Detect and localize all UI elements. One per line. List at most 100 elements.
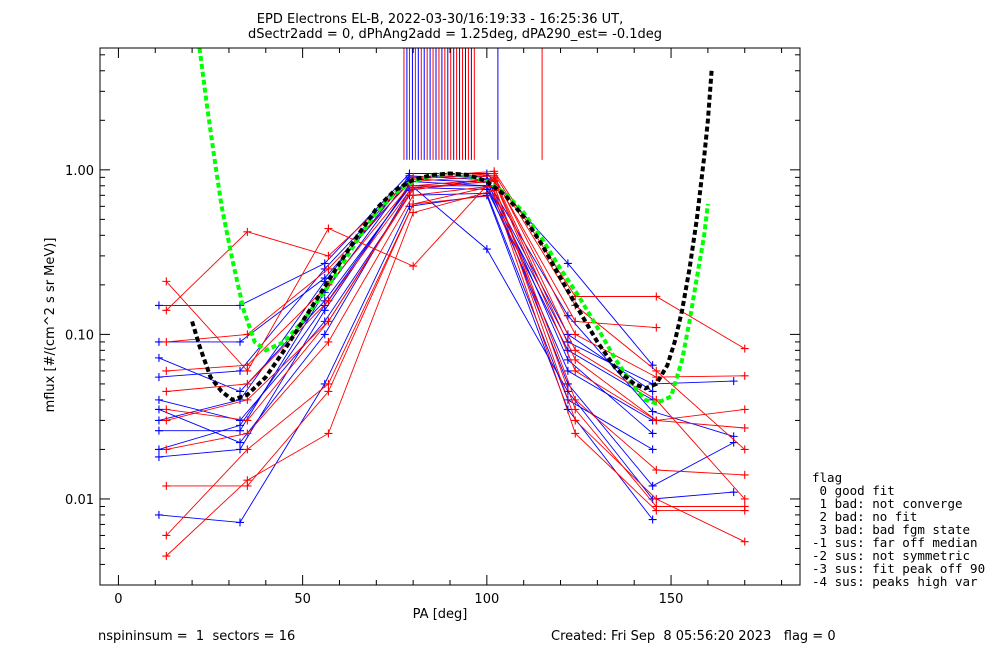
data-point <box>409 185 418 194</box>
data-point <box>243 416 252 425</box>
series-2 <box>154 181 657 454</box>
y-tick-label: 0.10 <box>65 328 94 343</box>
legend-entry: 3 bad: bad fgm state <box>812 522 970 537</box>
data-point <box>324 379 333 388</box>
series-line <box>165 189 745 557</box>
series-line <box>166 173 745 450</box>
data-point <box>740 371 749 380</box>
data-point <box>154 395 163 404</box>
series-line <box>166 180 745 421</box>
series-16 <box>162 191 749 515</box>
data-point <box>243 481 252 490</box>
data-point <box>324 387 333 396</box>
series-4 <box>154 189 657 454</box>
data-point <box>162 387 171 396</box>
fit-curve-1 <box>190 70 714 403</box>
data-point <box>571 330 580 339</box>
x-tick-label: 0 <box>114 592 122 607</box>
data-point <box>320 306 329 315</box>
data-point <box>652 366 661 375</box>
legend-title: flag <box>812 470 842 485</box>
data-point <box>154 510 163 519</box>
data-point <box>243 445 252 454</box>
data-point <box>154 426 163 435</box>
data-point <box>652 494 661 503</box>
data-point <box>740 537 749 546</box>
series-6 <box>154 177 738 388</box>
data-point <box>162 552 171 561</box>
data-point <box>162 366 171 375</box>
legend-entry: -2 sus: not symmetric <box>812 548 970 563</box>
data-point <box>652 323 661 332</box>
data-point <box>648 445 657 454</box>
data-point <box>571 355 580 364</box>
data-point <box>571 395 580 404</box>
data-point <box>236 387 244 396</box>
x-tick-label: 50 <box>294 592 311 607</box>
series-21 <box>162 176 749 425</box>
legend-entry: -1 sus: far off median <box>812 535 978 550</box>
x-tick-label: 150 <box>659 592 684 607</box>
data-point <box>154 373 163 382</box>
data-point <box>324 429 333 438</box>
data-point <box>162 337 171 346</box>
data-point <box>154 405 163 414</box>
peak-lines <box>403 48 543 160</box>
data-point <box>320 259 329 268</box>
series-14 <box>162 186 749 561</box>
data-point <box>648 429 657 438</box>
y-tick-label: 1.00 <box>65 164 94 179</box>
data-point <box>162 306 171 315</box>
data-point <box>652 465 661 474</box>
data-point <box>729 488 738 497</box>
plot-frame <box>99 47 801 586</box>
data-point <box>409 262 418 271</box>
data-point <box>243 361 252 370</box>
data-point <box>162 531 171 540</box>
data-point <box>162 445 171 454</box>
data-point <box>236 416 244 425</box>
fit-curves <box>190 47 714 406</box>
data-point <box>740 344 749 353</box>
series-line <box>166 194 745 512</box>
data-point <box>236 337 244 346</box>
data-point <box>154 452 163 461</box>
x-axis-label: PA [deg] <box>413 607 468 622</box>
series-line <box>165 170 745 349</box>
legend-entry: 1 bad: not converge <box>812 496 963 511</box>
series-15 <box>162 171 749 382</box>
data-series <box>154 167 749 561</box>
data-point <box>243 395 252 404</box>
data-point <box>648 407 657 416</box>
data-point <box>740 445 749 454</box>
data-point <box>324 296 333 305</box>
data-point <box>571 317 580 326</box>
data-point <box>154 416 163 425</box>
series-line <box>166 175 745 378</box>
series-line <box>158 180 734 385</box>
series-8 <box>154 171 657 438</box>
data-point <box>236 366 244 375</box>
data-point <box>729 377 738 386</box>
series-line <box>158 178 734 487</box>
series-line <box>165 185 745 536</box>
legend-entry: -4 sus: peaks high var <box>812 574 978 589</box>
data-point <box>324 264 333 273</box>
data-point <box>648 387 657 396</box>
data-point <box>563 259 572 268</box>
data-point <box>236 438 244 447</box>
data-point <box>740 470 749 479</box>
data-point <box>648 481 657 490</box>
data-point <box>324 224 333 233</box>
data-point <box>571 416 580 425</box>
series-line <box>158 194 653 523</box>
data-point <box>571 346 580 355</box>
data-point <box>652 416 661 425</box>
data-point <box>154 301 163 310</box>
data-point <box>652 292 661 301</box>
data-point <box>243 429 252 438</box>
series-line <box>166 185 745 476</box>
axes: 0 50 100 150 0.01 0.10 1.00 <box>65 47 801 607</box>
data-point <box>154 337 163 346</box>
